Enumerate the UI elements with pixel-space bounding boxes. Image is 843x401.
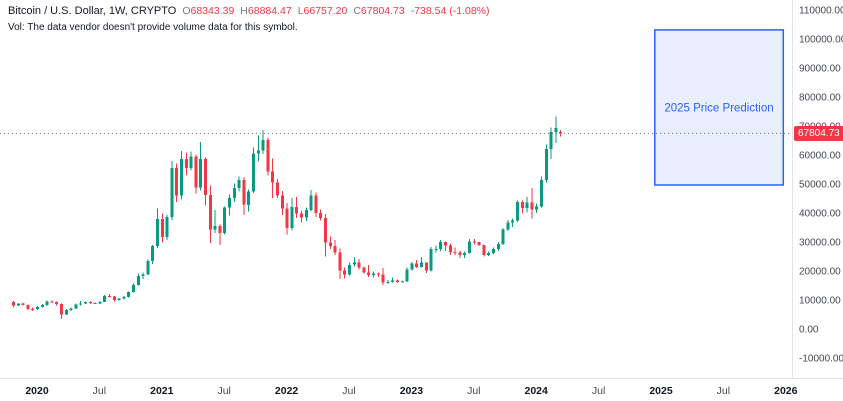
time-tick-label: Jul — [92, 384, 107, 397]
price-tick-label: -10000.00 — [799, 353, 843, 365]
ohlc-values: O68343.39 H68884.47 L66757.20 C67804.73 -738… — [176, 5, 489, 17]
time-tick-label: Jul — [716, 384, 731, 397]
time-tick-label: 2020 — [25, 384, 49, 397]
ohlc-close-value: 67804.73 — [360, 5, 405, 17]
price-tick-label: 40000.00 — [799, 208, 841, 220]
ohlc-open-label: O — [182, 5, 191, 17]
price-tick-label: 20000.00 — [799, 266, 841, 278]
last-price-label: 67804.73 — [794, 125, 843, 141]
price-tick-label: 80000.00 — [799, 92, 841, 104]
price-axis[interactable]: 67804.73 110000.00 100000.00 90000.00 80000… — [792, 0, 843, 378]
ohlc-high-label: H — [240, 5, 248, 17]
price-tick-label: 30000.00 — [799, 237, 841, 249]
ohlc-high-value: 68884.47 — [247, 5, 292, 17]
price-tick-label: 0.00 — [799, 324, 819, 336]
ohlc-open-value: 68343.39 — [190, 5, 235, 17]
time-tick-label: Jul — [342, 384, 356, 397]
ohlc-close-label: C — [353, 5, 361, 17]
chart-legend: Bitcoin / U.S. Dollar, 1W, CRYPTO O68343.… — [8, 5, 490, 33]
prediction-box-rect[interactable] — [654, 29, 785, 186]
time-tick-label: 2021 — [150, 384, 174, 397]
time-tick-label: Jul — [467, 384, 481, 397]
ohlc-low-label: L — [297, 5, 304, 17]
price-tick-label: 60000.00 — [799, 150, 841, 162]
price-tick-label: 100000.00 — [799, 34, 843, 46]
time-tick-label: 2026 — [774, 384, 798, 397]
volume-note: Vol: The data vendor doesn't provide vol… — [8, 22, 298, 33]
candles — [12, 116, 563, 319]
time-axis[interactable]: 2020 Jul 2021 Jul 2022 Jul 2023 Jul 2024 Jul 2025 J… — [0, 378, 843, 401]
symbol-title[interactable]: Bitcoin / U.S. Dollar, 1W, CRYPTO — [8, 5, 177, 17]
time-tick-label: 2023 — [399, 384, 424, 397]
time-tick-label: 2022 — [274, 384, 299, 397]
prediction-box-label: 2025 Price Prediction — [664, 102, 773, 114]
price-tick-label: 10000.00 — [799, 295, 841, 307]
prediction-box[interactable]: 2025 Price Prediction — [654, 29, 785, 186]
price-tick-label: 50000.00 — [799, 179, 841, 191]
time-tick-label: 2024 — [524, 384, 548, 397]
price-tick-label: 90000.00 — [799, 63, 841, 75]
candlestick-chart[interactable]: 2025 Price Prediction — [0, 0, 792, 378]
ohlc-low-value: 66757.20 — [303, 5, 348, 17]
time-tick-label: Jul — [591, 384, 606, 397]
time-tick-label: 2025 — [649, 384, 673, 397]
time-tick-label: Jul — [217, 384, 231, 397]
ohlc-change-value: -738.54 (-1.08%) — [410, 5, 490, 17]
price-tick-label: 110000.00 — [799, 5, 843, 17]
chart-plot-area[interactable]: 2025 Price Prediction Bitcoin / U.S. Dol… — [0, 0, 792, 378]
